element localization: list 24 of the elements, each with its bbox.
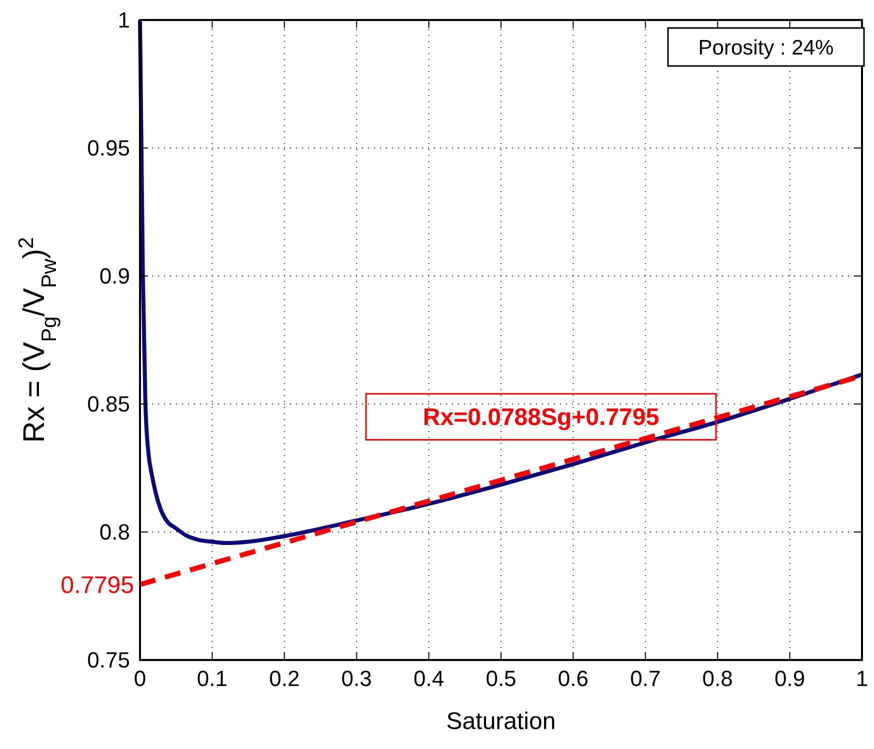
y-tick-label: 1 xyxy=(118,8,130,33)
x-tick-label: 0.9 xyxy=(774,666,806,691)
y-tick-label: 0.85 xyxy=(87,392,130,417)
y-tick-label: 0.8 xyxy=(99,520,130,545)
x-tick-label: 0.7 xyxy=(630,666,661,691)
line-series xyxy=(138,18,864,546)
x-tick-label: 0.6 xyxy=(558,666,588,691)
x-tick-label: 0 xyxy=(134,666,146,691)
y-tick-label: 0.95 xyxy=(87,136,130,161)
x-tick-label: 0.5 xyxy=(486,666,516,691)
note-box: Porosity : 24% xyxy=(667,27,865,67)
x-tick-label: 0.3 xyxy=(341,666,372,691)
x-tick-label: 0.4 xyxy=(414,666,444,691)
annotation: 0.7795 xyxy=(60,572,134,599)
x-tick-label: 0.8 xyxy=(702,666,733,691)
annotation: Porosity : 24% xyxy=(698,36,834,60)
x-tick-label: 1 xyxy=(856,666,868,691)
y-tick-label: 0.9 xyxy=(99,264,130,289)
x-axis-title: Saturation xyxy=(446,708,556,735)
y-tick-label: 0.75 xyxy=(87,648,130,673)
x-tick-label: 0.2 xyxy=(269,666,300,691)
equation-box: Rx=0.0788Sg+0.7795 xyxy=(365,393,717,441)
x-tick-label: 0.1 xyxy=(196,666,228,691)
annotation: Rx=0.0788Sg+0.7795 xyxy=(422,404,660,432)
